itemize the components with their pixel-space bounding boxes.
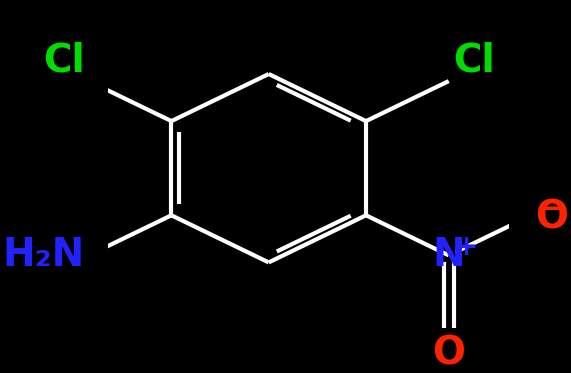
Text: −: − [541, 195, 566, 225]
Text: H₂N: H₂N [2, 236, 85, 274]
Text: +: + [455, 233, 478, 261]
Text: Cl: Cl [43, 41, 85, 79]
Text: Cl: Cl [453, 41, 494, 79]
Text: N: N [432, 236, 465, 274]
Text: O: O [536, 198, 568, 236]
Text: O: O [432, 335, 465, 373]
